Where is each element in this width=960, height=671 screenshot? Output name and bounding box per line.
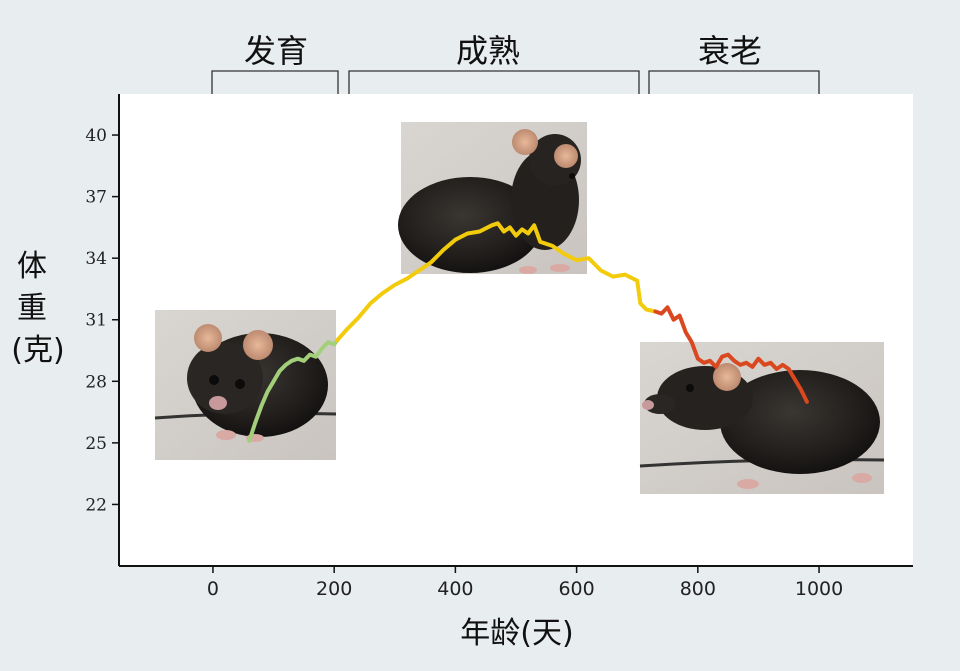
phase-brackets: 发育 成熟 衰老: [211, 32, 820, 94]
young-mouse-photo: [154, 310, 337, 460]
y-tick-label: 22: [85, 495, 107, 515]
y-axis-title-part-2: 重: [17, 291, 47, 326]
y-tick-label: 40: [85, 126, 107, 146]
bracket-maturity: [348, 70, 640, 94]
y-axis-title-part-1: 体: [17, 249, 47, 284]
series-line-2: [653, 305, 809, 404]
phase-label-maturity: 成熟: [456, 32, 520, 70]
y-tick-label: 31: [85, 311, 107, 331]
y-tick-label: 37: [85, 188, 107, 208]
phase-label-aging: 衰老: [698, 32, 762, 70]
x-tick-label: 1000: [795, 578, 843, 600]
x-tick-label: 800: [680, 578, 716, 600]
x-tick-label: 0: [207, 578, 219, 600]
y-tick-label: 25: [85, 434, 107, 454]
series-line-1: [335, 221, 658, 343]
x-axis-title: 年龄(天): [460, 616, 573, 651]
y-axis-title: 体 重 (克): [11, 249, 64, 368]
y-axis-title-part-3: (克): [11, 333, 64, 368]
x-tick-label: 600: [558, 578, 594, 600]
bracket-development: [211, 70, 339, 94]
y-tick-label: 28: [85, 372, 107, 392]
x-tick-label: 200: [316, 578, 352, 600]
series-layer: [247, 221, 809, 443]
phase-label-development: 发育: [244, 32, 308, 70]
old-mouse-photo: [639, 342, 885, 494]
y-tick-label: 34: [85, 249, 107, 269]
bracket-aging: [648, 70, 820, 94]
series-line-0: [247, 338, 340, 443]
x-tick-label: 400: [437, 578, 473, 600]
